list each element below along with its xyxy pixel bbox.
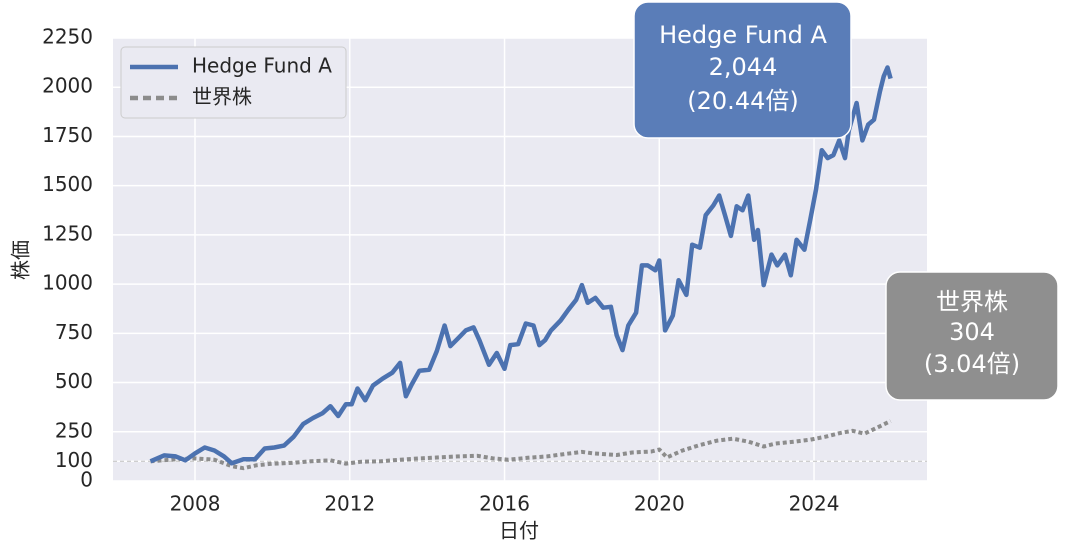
legend-label: Hedge Fund A <box>192 54 332 78</box>
y-axis-label: 株価 <box>9 240 33 280</box>
x-tick-label: 2008 <box>170 492 221 516</box>
annotation-text: (20.44倍) <box>687 87 798 115</box>
annotation-text: 世界株 <box>936 288 1008 316</box>
annotation-text: Hedge Fund A <box>659 21 827 49</box>
annotation-box <box>885 271 1059 401</box>
y-tick-label: 250 <box>55 418 93 442</box>
y-tick-label: 1250 <box>42 221 93 245</box>
y-tick-label: 1000 <box>42 271 93 295</box>
x-tick-label: 2020 <box>634 492 685 516</box>
y-tick-label: 500 <box>55 369 93 393</box>
legend: Hedge Fund A 世界株 <box>120 46 347 119</box>
annotation-text: (3.04倍) <box>924 350 1020 378</box>
y-tick-label: 750 <box>55 320 93 344</box>
x-tick-label: 2024 <box>789 492 840 516</box>
x-tick-label: 2016 <box>479 492 530 516</box>
annotation-text: 2,044 <box>709 53 778 81</box>
annotation-box <box>633 1 852 139</box>
series-line <box>150 419 892 471</box>
y-tick-label: 2000 <box>42 74 93 98</box>
legend-label: 世界株 <box>192 85 252 109</box>
x-axis-label: 日付 <box>499 519 539 543</box>
y-tick-label: 1500 <box>42 172 93 196</box>
y-tick-label: 0 <box>80 468 93 492</box>
series-line <box>149 65 893 466</box>
y-tick-label: 100 <box>55 448 93 472</box>
y-tick-label: 1750 <box>42 123 93 147</box>
x-tick-label: 2012 <box>324 492 375 516</box>
y-tick-label: 2250 <box>42 25 93 49</box>
annotation-text: 304 <box>949 318 995 346</box>
